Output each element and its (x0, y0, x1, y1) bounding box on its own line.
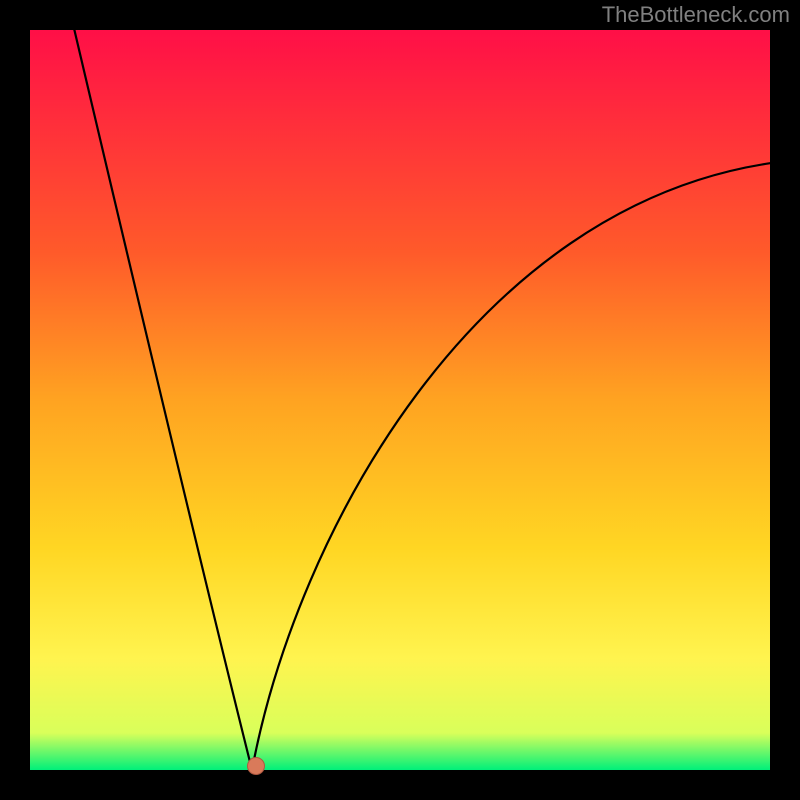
optimum-marker (247, 757, 265, 775)
curve-layer (0, 0, 800, 800)
bottleneck-curve (74, 30, 770, 770)
watermark-text: TheBottleneck.com (602, 2, 790, 28)
chart-container: TheBottleneck.com (0, 0, 800, 800)
